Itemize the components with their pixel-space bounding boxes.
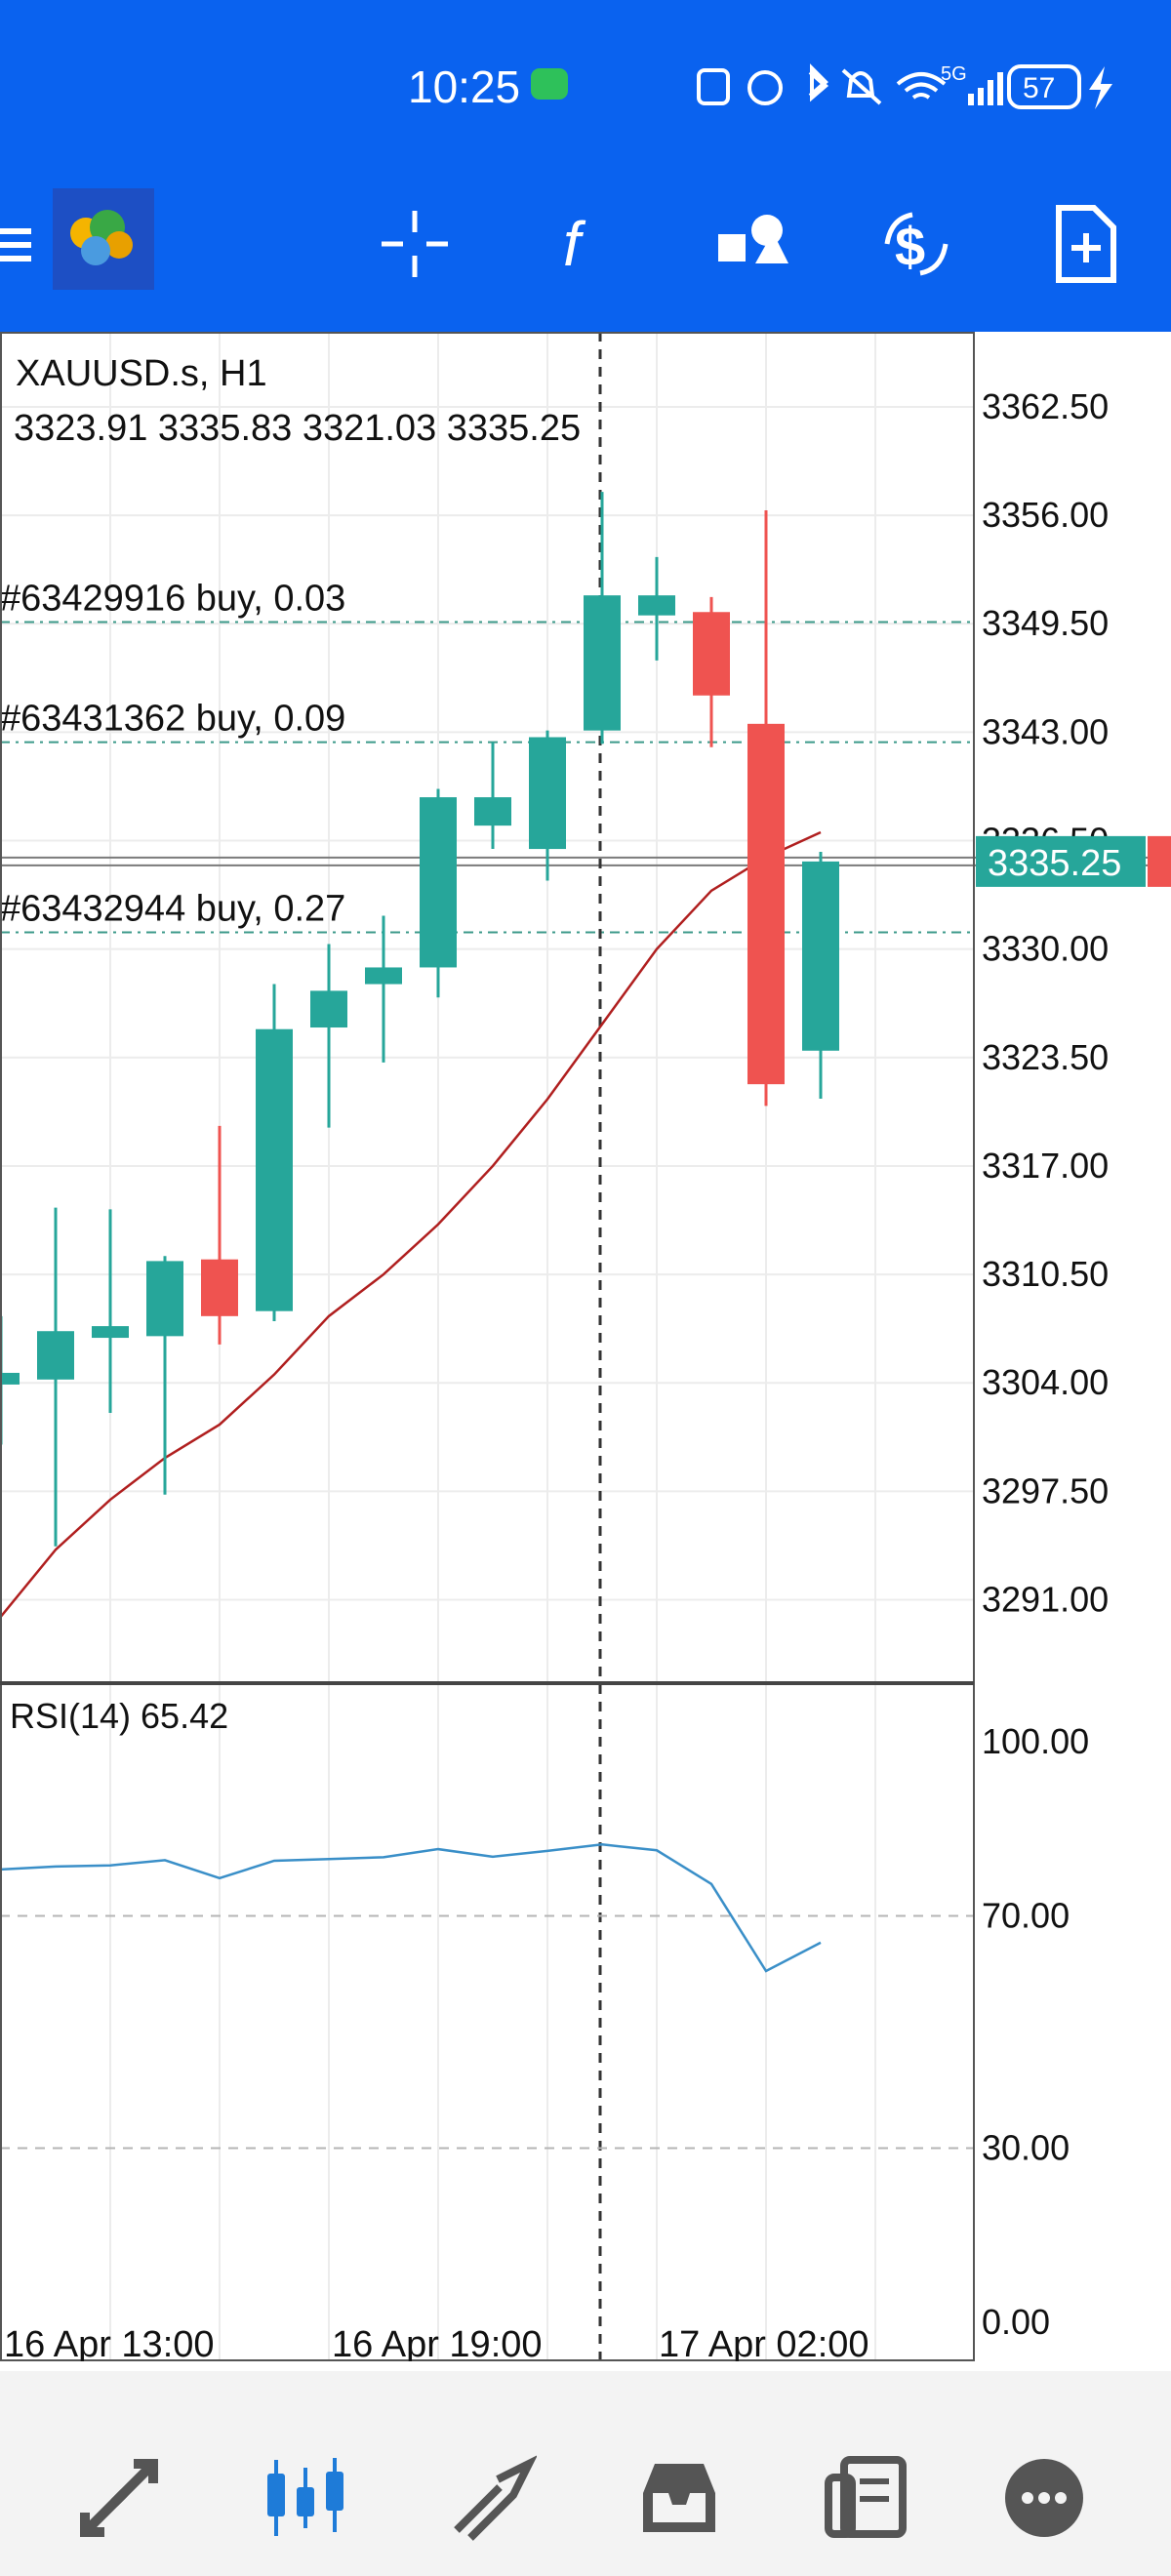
app-logo[interactable] (51, 188, 156, 290)
price-tick-label: 3310.50 (982, 1254, 1109, 1294)
trade-nav-icon (454, 2455, 537, 2541)
candle-bear (201, 1259, 238, 1316)
nav-trade[interactable] (444, 2449, 542, 2547)
trade-icon: $ (884, 212, 949, 277)
nfc-icon (697, 68, 730, 105)
network-label: 5G (941, 63, 967, 85)
time-tick-label: 16 Apr 13:00 (4, 2324, 215, 2361)
nav-news[interactable] (818, 2449, 915, 2547)
svg-text:f: f (563, 209, 586, 279)
bluetooth-icon (808, 63, 829, 102)
rsi-line (0, 1843, 822, 1973)
candle-bull (474, 797, 511, 826)
price-tick-label: 3323.50 (982, 1037, 1109, 1077)
metatrader-logo-icon (53, 188, 154, 290)
chart-frame (0, 332, 975, 2361)
price-tick-label: 3356.00 (982, 495, 1109, 535)
menu-icon (0, 228, 31, 262)
order-label: #63432944 buy, 0.27 (0, 889, 345, 930)
chat-icon (1005, 2459, 1083, 2537)
ohlc-label: 3323.91 3335.83 3321.03 3335.25 (14, 408, 582, 449)
current-price-label: 3335.25 (988, 843, 1121, 884)
nav-quotes[interactable] (70, 2449, 168, 2547)
candle-bull (0, 1372, 20, 1385)
price-tick-label: 3291.00 (982, 1580, 1109, 1620)
battery-icon (1007, 64, 1081, 109)
inbox-icon (643, 2464, 715, 2532)
crosshair-button[interactable] (366, 195, 464, 293)
candle-bull (256, 1028, 293, 1311)
price-tick-label: 3343.00 (982, 711, 1109, 751)
candle-bear (693, 612, 730, 696)
wifi-icon (896, 72, 947, 100)
news-icon (825, 2456, 907, 2538)
status-icons: 5G 57 (697, 63, 1112, 109)
bottom-navigation (0, 2371, 1171, 2576)
price-tick-label: 3304.00 (982, 1362, 1109, 1402)
battery-level: 57 (1023, 72, 1055, 104)
quotes-icon (80, 2459, 158, 2537)
symbol-label: XAUUSD.s, H1 (16, 353, 267, 394)
signal-icon (968, 72, 1003, 105)
price-tick-label: 3362.50 (982, 386, 1109, 426)
moving-average-line (0, 830, 822, 1618)
objects-button[interactable] (701, 195, 798, 293)
rsi-tick-label: 100.00 (982, 1721, 1089, 1761)
candle-bull (420, 797, 457, 968)
price-tick-label: 3330.00 (982, 929, 1109, 969)
rsi-label: RSI(14) 65.42 (10, 1696, 229, 1736)
wechat-icon (531, 68, 568, 100)
rsi-tick-label: 70.00 (982, 1896, 1070, 1936)
current-price-tag (976, 835, 1146, 887)
time-tick-label: 17 Apr 02:00 (659, 2324, 869, 2361)
trade-button[interactable]: $ (868, 195, 966, 293)
status-time: 10:25 (408, 61, 521, 112)
rsi-tick-label: 30.00 (982, 2128, 1070, 2168)
indicators-button[interactable]: f (532, 195, 629, 293)
chart-area[interactable]: #63429916 buy, 0.03 #63431362 buy, 0.09 #6… (0, 332, 1171, 2365)
mute-icon (841, 68, 882, 105)
crosshair-icon (382, 211, 448, 277)
nav-messages[interactable] (995, 2449, 1093, 2547)
candle-bull (365, 967, 402, 985)
price-chart[interactable]: #63429916 buy, 0.03 #63431362 buy, 0.09 #6… (0, 332, 1171, 2365)
price-tick-label: 3297.50 (982, 1470, 1109, 1510)
order-label: #63431362 buy, 0.09 (0, 699, 345, 740)
candle-bull (37, 1331, 74, 1380)
objects-icon (718, 215, 788, 263)
candle-bull (529, 737, 566, 850)
price-tick-label: 3349.50 (982, 603, 1109, 643)
new-order-button[interactable] (1037, 195, 1135, 293)
candle-bull (638, 595, 675, 616)
indicators-icon: f (563, 209, 586, 279)
price-tick-label: 3317.00 (982, 1146, 1109, 1186)
nav-chart[interactable] (257, 2449, 354, 2547)
ask-price-marker (1148, 835, 1171, 887)
menu-button[interactable] (0, 195, 39, 293)
new-order-icon (1056, 205, 1116, 283)
status-bar: 10:25 5G 57 (0, 0, 1171, 171)
candle-bull (92, 1326, 129, 1339)
time-tick-label: 16 Apr 19:00 (332, 2324, 543, 2361)
top-toolbar (0, 171, 1171, 332)
order-label: #63429916 buy, 0.03 (0, 579, 345, 620)
candle-bull (146, 1261, 183, 1337)
candle-bull (584, 595, 621, 731)
candle-bear (747, 723, 785, 1085)
candle-bull (310, 990, 347, 1028)
nav-history[interactable] (630, 2449, 728, 2547)
candle-bull (802, 861, 839, 1051)
alarm-icon (747, 70, 783, 105)
candles-icon (267, 2458, 343, 2536)
rsi-tick-label: 0.00 (982, 2302, 1050, 2342)
svg-text:$: $ (895, 216, 925, 277)
charging-icon (1089, 66, 1112, 109)
